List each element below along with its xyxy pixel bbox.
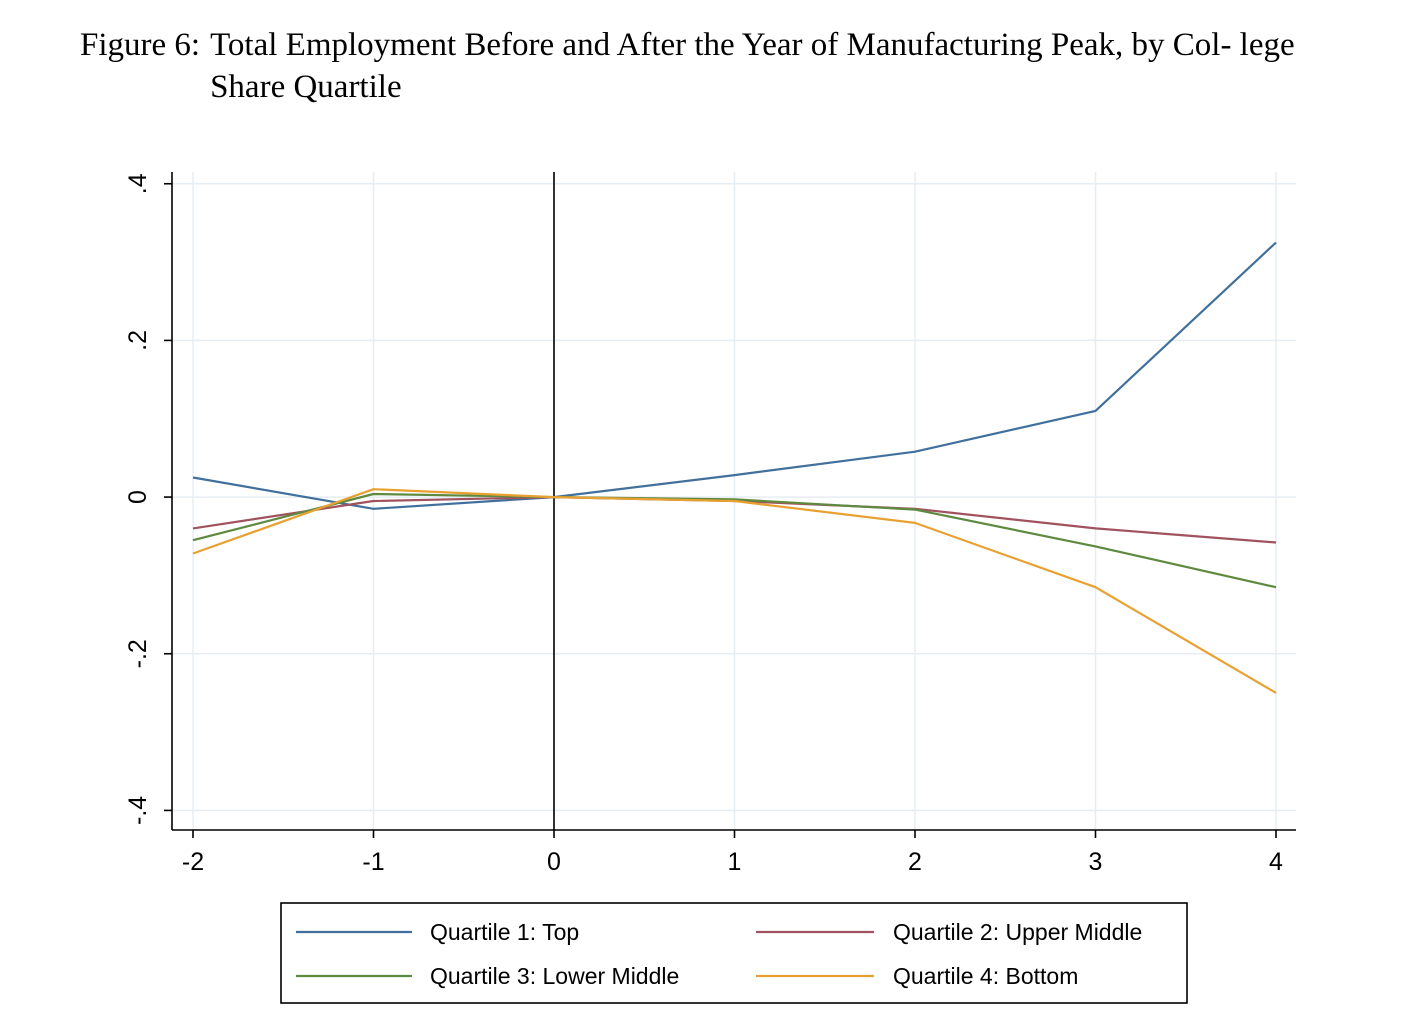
- y-tick-label: 0: [124, 490, 152, 504]
- legend: Quartile 1: Top Quartile 2: Upper Middle Q…: [280, 902, 1188, 1004]
- figure-title: Total Employment Before and After the Ye…: [210, 27, 1295, 105]
- x-tick-label: -1: [362, 848, 384, 876]
- axes: -.4 -.2 0 .2 .4 -2 -1 0 1 2 3 4: [124, 172, 1296, 876]
- y-tick-label: .2: [124, 330, 152, 351]
- legend-box: [280, 902, 1188, 1004]
- series-line-quartile-1: [192, 241, 1277, 510]
- y-tick-label: -.2: [124, 639, 152, 668]
- legend-label-quartile-2: Quartile 2: Upper Middle: [893, 919, 1142, 945]
- y-tick-label: -.4: [124, 796, 152, 825]
- y-tick-label: .4: [124, 173, 152, 194]
- legend-label-quartile-4: Quartile 4: Bottom: [893, 963, 1078, 989]
- series-line-quartile-3: [192, 492, 1277, 589]
- series-line-quartile-4: [192, 488, 1277, 694]
- x-tick-label: 0: [547, 848, 561, 876]
- legend-label-quartile-1: Quartile 1: Top: [430, 919, 579, 945]
- x-tick-label: 1: [728, 848, 742, 876]
- x-tick-label: 2: [908, 848, 922, 876]
- figure-label: Figure 6:: [80, 27, 201, 63]
- x-tick-label: 3: [1089, 848, 1103, 876]
- series-lines: [192, 241, 1277, 694]
- x-tick-label: -2: [182, 848, 204, 876]
- figure-caption: Figure 6: Total Employment Before and Af…: [80, 24, 1340, 108]
- x-tick-label: 4: [1269, 848, 1283, 876]
- legend-label-quartile-3: Quartile 3: Lower Middle: [430, 963, 679, 989]
